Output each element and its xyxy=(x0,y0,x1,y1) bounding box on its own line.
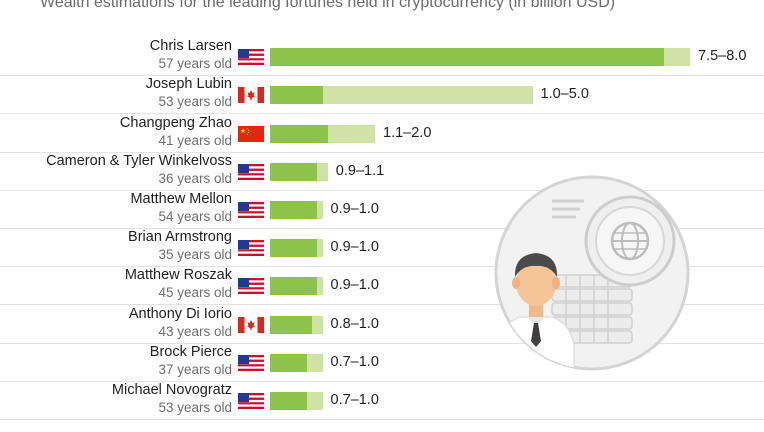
value-label-chris-larsen: 7.5–8.0 xyxy=(698,48,747,65)
bar-low-brian-armstrong xyxy=(270,239,318,258)
bar-low-matthew-mellon xyxy=(270,200,318,219)
value-label-joseph-lubin: 1.0–5.0 xyxy=(540,86,589,103)
bar-low-chris-larsen xyxy=(270,48,664,67)
row-divider xyxy=(0,151,764,153)
person-name-brock-pierce: Brock Pierce xyxy=(149,343,232,360)
bar-low-anthony-di-iorio xyxy=(270,315,312,334)
person-name-chris-larsen: Chris Larsen xyxy=(149,38,232,55)
value-label-changpeng-zhao: 1.1–2.0 xyxy=(383,124,432,141)
row-divider xyxy=(0,75,764,77)
value-label-brian-armstrong: 0.9–1.0 xyxy=(330,239,379,256)
chart-subtitle: Wealth estimations for the leading fortu… xyxy=(40,0,616,11)
person-name-matthew-mellon: Matthew Mellon xyxy=(130,190,232,207)
row-divider xyxy=(0,266,764,268)
person-age: 36 years old xyxy=(158,170,232,186)
person-name-changpeng-zhao: Changpeng Zhao xyxy=(119,114,232,131)
value-label-michael-novogratz: 0.7–1.0 xyxy=(330,391,379,408)
person-age: 45 years old xyxy=(158,285,232,301)
bar-low-changpeng-zhao xyxy=(270,124,328,143)
canada-flag-icon xyxy=(238,316,264,333)
row-divider xyxy=(0,419,764,420)
person-name-joseph-lubin: Joseph Lubin xyxy=(145,76,232,93)
person-name-matthew-roszak: Matthew Roszak xyxy=(124,267,232,284)
row-divider xyxy=(0,113,764,115)
person-age: 53 years old xyxy=(158,399,232,415)
person-name-anthony-di-iorio: Anthony Di Iorio xyxy=(128,305,232,322)
person-age: 43 years old xyxy=(158,323,232,339)
bar-low-michael-novogratz xyxy=(270,391,307,410)
canada-flag-icon xyxy=(238,87,264,104)
us-flag-icon xyxy=(238,240,264,257)
us-flag-icon xyxy=(238,354,264,371)
value-label-matthew-roszak: 0.9–1.0 xyxy=(330,277,379,294)
person-age: 54 years old xyxy=(158,208,232,224)
row-divider xyxy=(0,228,764,229)
china-flag-icon xyxy=(238,125,264,142)
value-label-cameron-tyler-winkelvoss: 0.9–1.1 xyxy=(335,162,385,179)
bar-low-brock-pierce xyxy=(270,353,307,372)
person-name-brian-armstrong: Brian Armstrong xyxy=(128,229,232,246)
us-flag-icon xyxy=(238,201,264,218)
row-divider xyxy=(0,380,764,382)
person-age: 37 years old xyxy=(158,361,232,377)
bar-low-cameron-tyler-winkelvoss xyxy=(270,162,318,181)
us-flag-icon xyxy=(238,163,264,180)
row-divider xyxy=(0,342,764,344)
us-flag-icon xyxy=(238,49,264,66)
bar-range-joseph-lubin xyxy=(270,86,533,105)
row-divider xyxy=(0,189,764,191)
person-name-cameron-tyler-winkelvoss: Cameron & Tyler Winkelvoss xyxy=(46,152,232,169)
bar-low-matthew-roszak xyxy=(270,277,318,296)
value-label-matthew-mellon: 0.9–1.0 xyxy=(330,200,379,217)
crypto-investor-illustration xyxy=(494,175,690,371)
bar-low-joseph-lubin xyxy=(270,86,323,105)
person-age: 41 years old xyxy=(158,132,232,148)
value-label-anthony-di-iorio: 0.8–1.0 xyxy=(330,315,379,332)
person-age: 35 years old xyxy=(158,247,232,263)
us-flag-icon xyxy=(238,278,264,295)
person-age: 57 years old xyxy=(158,56,232,72)
person-name-michael-novogratz: Michael Novogratz xyxy=(111,381,232,398)
row-divider xyxy=(0,304,764,306)
us-flag-icon xyxy=(238,392,264,409)
person-age: 53 years old xyxy=(158,94,232,110)
value-label-brock-pierce: 0.7–1.0 xyxy=(330,353,379,370)
